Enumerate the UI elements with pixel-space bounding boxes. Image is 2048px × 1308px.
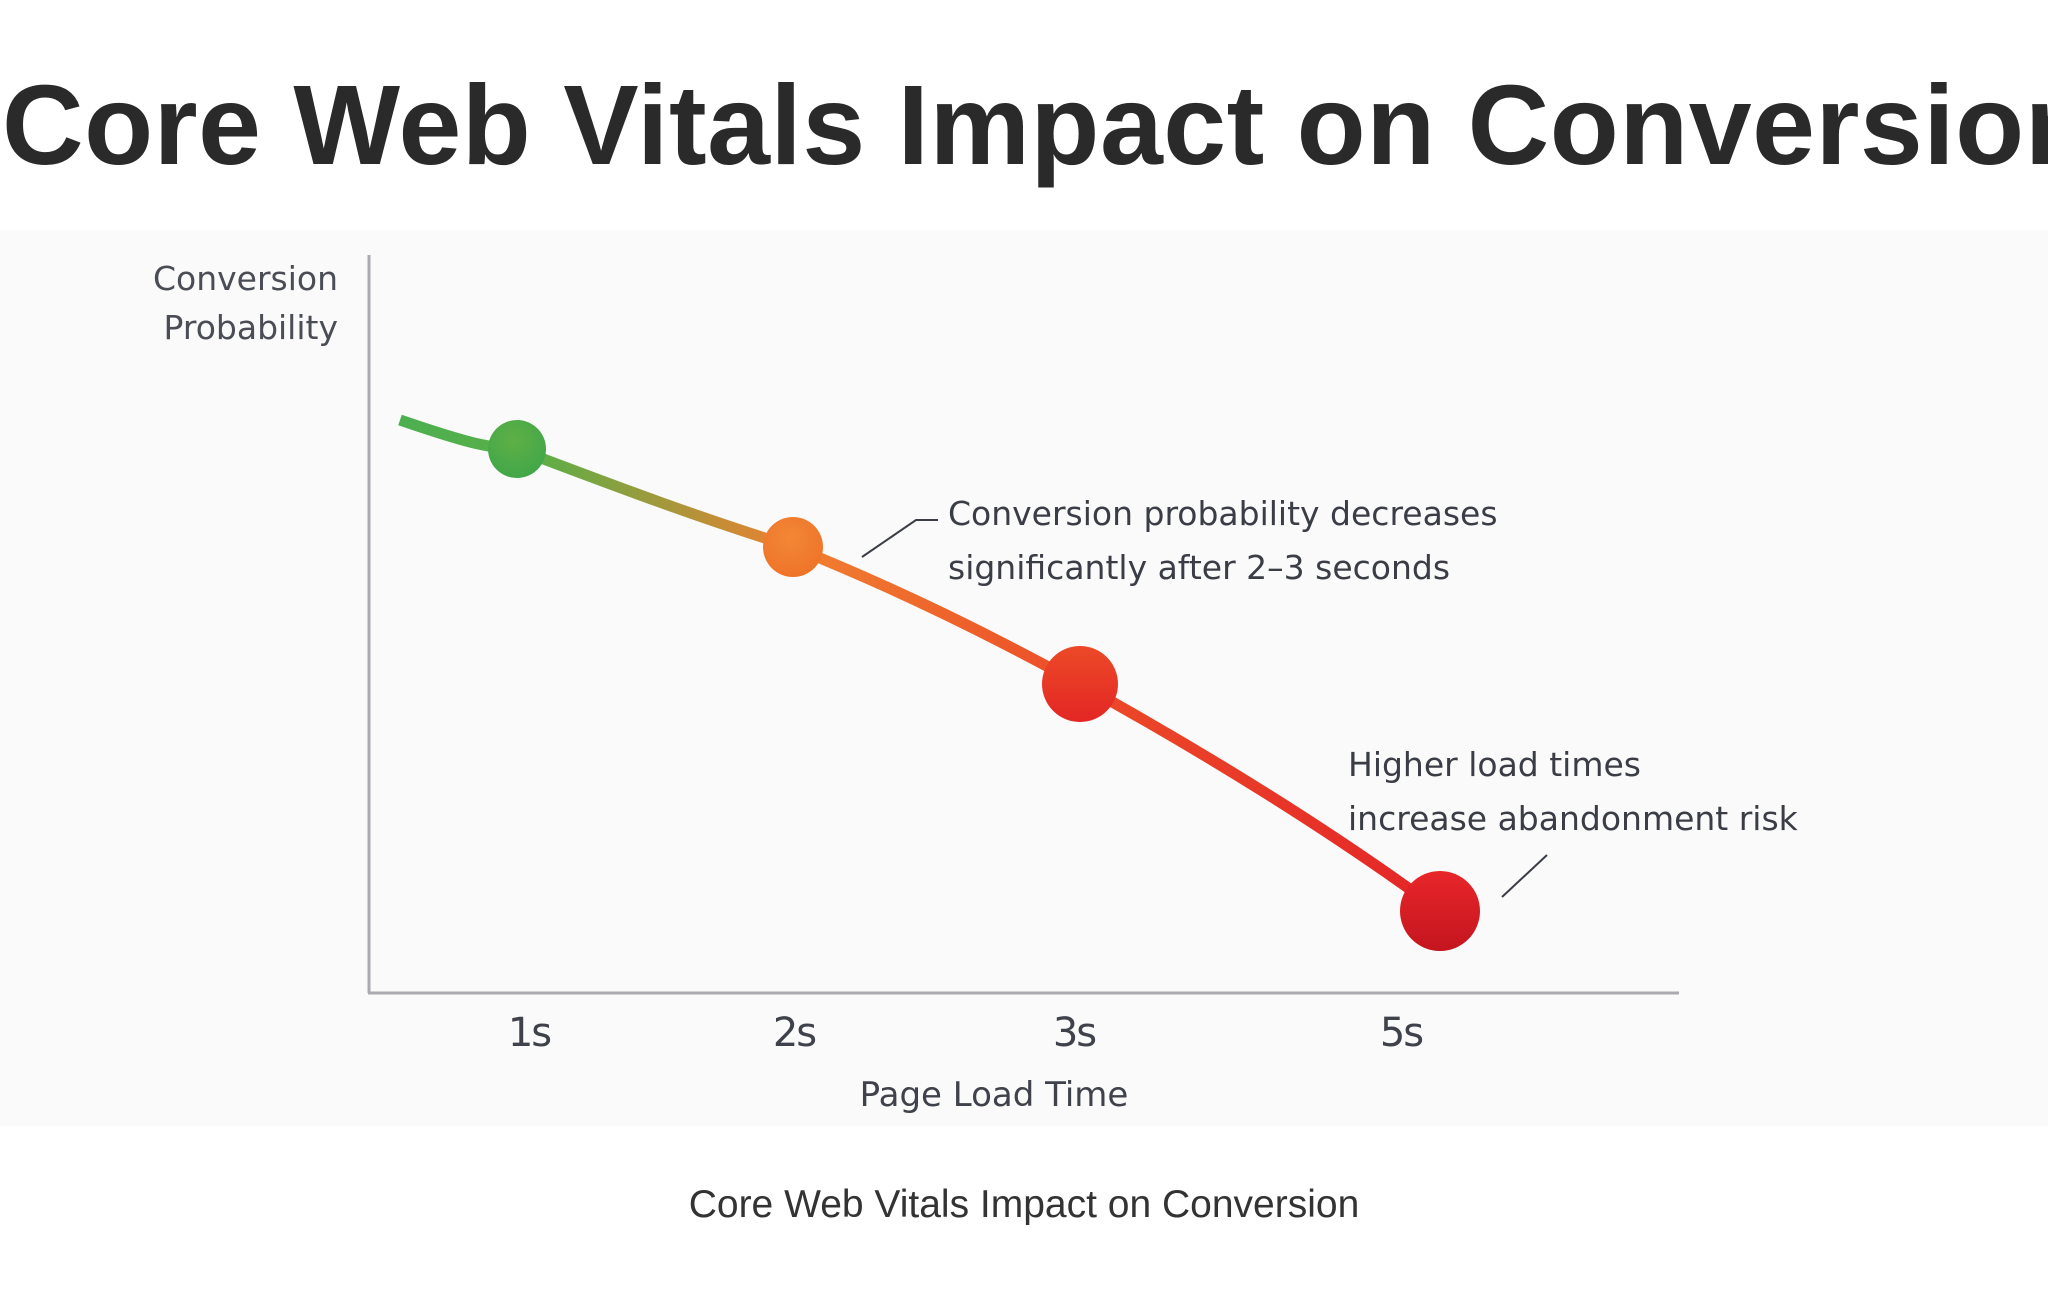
chart-figure: Conversion Probability 1s 2s 3s 5s Page …	[0, 230, 2048, 1126]
page-title: Core Web Vitals Impact on Conversion	[2, 62, 2048, 188]
x-tick-5s: 5s	[1379, 1010, 1424, 1056]
annotation-abandonment-risk: Higher load times increase abandonment r…	[1348, 738, 1798, 846]
annotation-leader-line-2	[1501, 854, 1548, 898]
chart-plot	[367, 255, 1679, 995]
data-point-1s[interactable]	[488, 420, 546, 478]
figure-caption: Core Web Vitals Impact on Conversion	[688, 1183, 1360, 1226]
annotation-line: increase abandonment risk	[1348, 799, 1798, 838]
data-point-3s[interactable]	[1042, 646, 1118, 722]
y-axis-label-line: Probability	[163, 308, 338, 347]
y-axis-label-line: Conversion	[152, 259, 338, 298]
x-axis-label: Page Load Time	[859, 1075, 1129, 1115]
y-axis-label: Conversion Probability	[153, 254, 338, 352]
annotation-line: significantly after 2–3 seconds	[948, 548, 1451, 587]
annotation-line: Higher load times	[1348, 745, 1641, 784]
data-point-5s[interactable]	[1400, 871, 1480, 951]
x-tick-3s: 3s	[1052, 1010, 1097, 1056]
annotation-load-threshold: Conversion probability decreases signifi…	[948, 487, 1498, 595]
annotation-leader-line-1	[861, 519, 938, 558]
x-tick-1s: 1s	[507, 1010, 552, 1056]
x-tick-2s: 2s	[772, 1010, 817, 1056]
annotation-line: Conversion probability decreases	[948, 494, 1498, 533]
data-point-2s[interactable]	[763, 517, 823, 577]
